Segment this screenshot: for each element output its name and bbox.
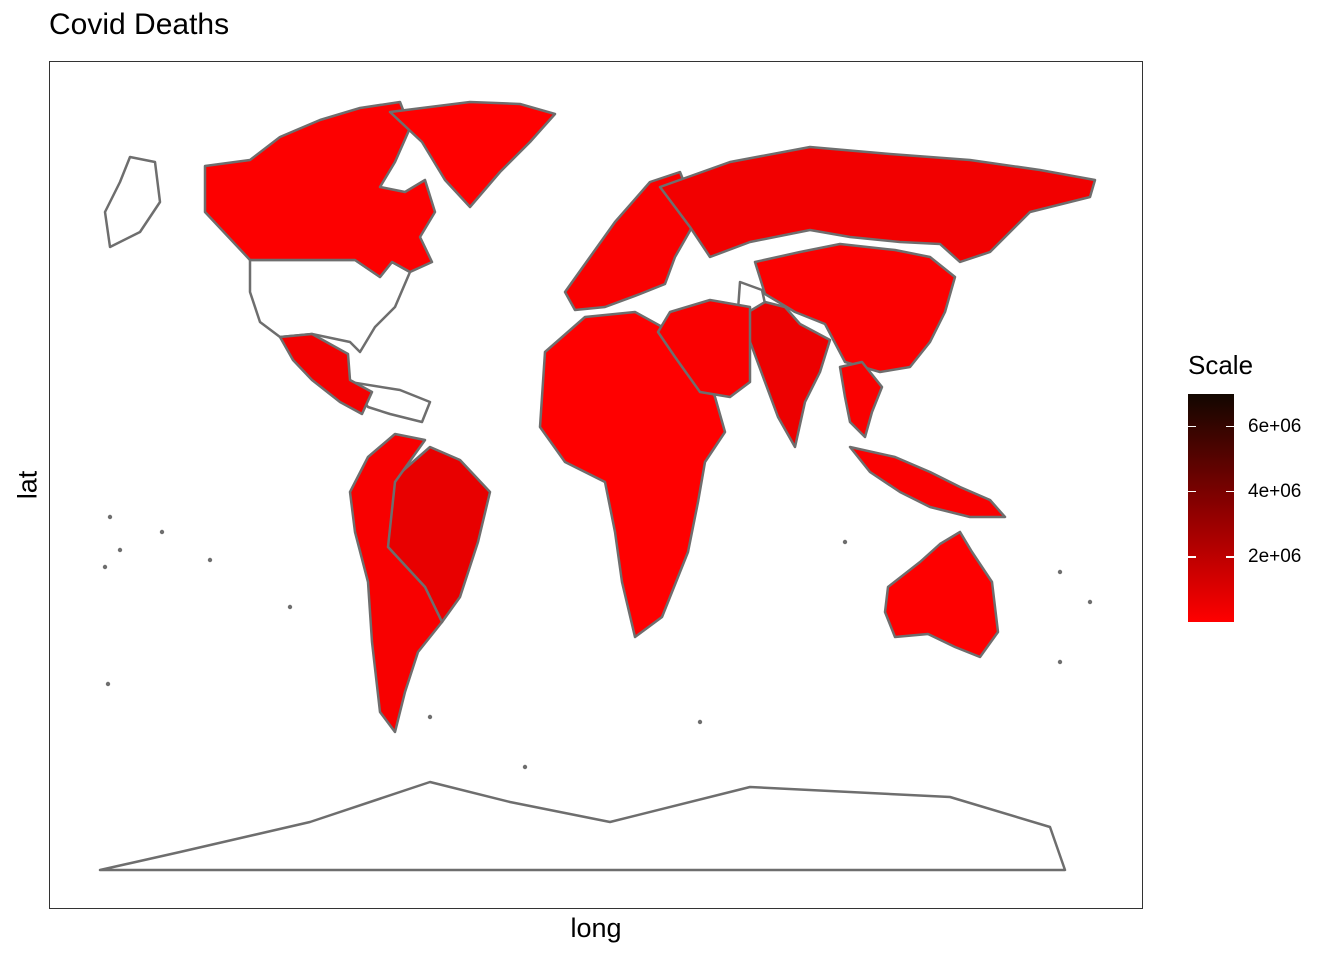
- small-island: [105, 681, 111, 687]
- region-southeast-asia: [838, 360, 1007, 519]
- region-china: [753, 242, 957, 374]
- region-canada: [203, 100, 437, 279]
- legend-tick-mark-left: [1188, 556, 1196, 558]
- y-axis-label: lat: [12, 470, 43, 500]
- region-south-america: [348, 432, 444, 734]
- legend-tick-mark-left: [1188, 490, 1196, 493]
- small-island: [1057, 659, 1063, 665]
- small-island: [102, 564, 108, 570]
- legend-tick-mark-right: [1226, 425, 1234, 428]
- small-island: [697, 719, 703, 725]
- x-axis-label: long: [570, 913, 622, 943]
- region-russia: [658, 145, 1097, 264]
- region-mexico: [278, 332, 374, 416]
- region-middle-east: [656, 298, 752, 399]
- legend-tick-label: 4e+06: [1248, 480, 1302, 502]
- legend-tick-mark-left: [1188, 425, 1196, 428]
- region-australia: [883, 530, 1000, 659]
- region-no-data: [98, 780, 1067, 872]
- map-panel: [49, 61, 1143, 909]
- legend-tick-mark-right: [1226, 490, 1234, 493]
- small-island: [159, 529, 165, 535]
- small-island: [207, 557, 213, 563]
- legend-tick-label: 2e+06: [1248, 545, 1302, 567]
- small-island: [427, 714, 433, 720]
- small-island: [842, 539, 848, 545]
- chart-title: Covid Deaths: [49, 8, 230, 41]
- small-island: [117, 547, 123, 553]
- region-greenland: [388, 100, 557, 209]
- legend-tick-mark-right: [1226, 556, 1234, 558]
- small-island: [287, 604, 293, 610]
- legend-tick-label: 6e+06: [1248, 415, 1302, 437]
- small-island: [1057, 569, 1063, 575]
- world-map: [98, 100, 1097, 872]
- legend-colorbar: [1188, 394, 1234, 622]
- region-india: [738, 300, 832, 449]
- region-no-data: [103, 155, 162, 249]
- small-island: [1087, 599, 1093, 605]
- region-no-data: [248, 258, 412, 354]
- small-island: [522, 764, 528, 770]
- legend-title: Scale: [1188, 350, 1254, 380]
- small-island: [107, 514, 113, 520]
